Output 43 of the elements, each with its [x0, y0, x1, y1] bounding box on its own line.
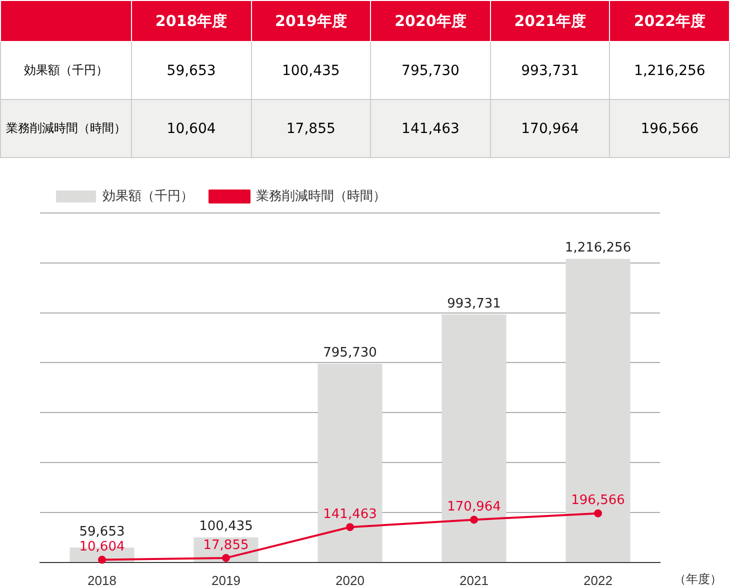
text: 17,855 — [286, 120, 336, 136]
text: 2020年度 — [370, 0, 490, 42]
text: 141,463 — [402, 120, 460, 136]
point — [98, 556, 106, 564]
data-label: 59,653 — [79, 524, 125, 540]
text: 2019年度 — [251, 0, 371, 42]
text: 993,731 — [521, 62, 580, 78]
x-tick-label: 2020 — [336, 572, 364, 587]
bar — [442, 314, 506, 562]
text: 59,653 — [166, 62, 216, 78]
text: 2022年度 — [610, 0, 730, 42]
data-label: 170,964 — [447, 500, 501, 515]
legend-label: 効果額（千円） — [102, 188, 194, 204]
point — [594, 509, 602, 518]
data-label: 141,463 — [323, 506, 377, 522]
point — [222, 554, 230, 562]
data-label: 993,731 — [447, 296, 501, 312]
data-label: 196,566 — [571, 493, 625, 508]
text: 2018年度 — [132, 0, 252, 42]
text: 196,566 — [640, 120, 699, 136]
x-tick-label: 2018 — [88, 572, 116, 587]
text: 10,604 — [166, 120, 216, 136]
point — [346, 523, 354, 532]
data-label: 1,216,256 — [564, 240, 632, 256]
bar — [566, 258, 630, 562]
text: 100,435 — [282, 62, 340, 78]
text: 2021年度 — [490, 0, 610, 42]
bar — [318, 364, 382, 562]
text: 業務削減時間（時間） — [6, 121, 126, 135]
x-tick-label: 2022 — [584, 572, 612, 587]
data-label: 100,435 — [199, 519, 253, 534]
x-tick-label: 2021 — [460, 572, 488, 587]
data-label: 17,855 — [203, 538, 249, 553]
x-tick-label: 2019 — [212, 572, 240, 587]
text: 170,964 — [521, 120, 580, 136]
data-label: 795,730 — [323, 346, 377, 361]
x-axis-title: （年度） — [674, 572, 722, 586]
legend-label: 業務削減時間（時間） — [256, 188, 386, 204]
text: 795,730 — [402, 62, 460, 78]
data-label: 10,604 — [79, 540, 125, 555]
text: 効果額（千円） — [24, 63, 108, 77]
text: 1,216,256 — [634, 62, 706, 78]
point — [470, 516, 478, 524]
